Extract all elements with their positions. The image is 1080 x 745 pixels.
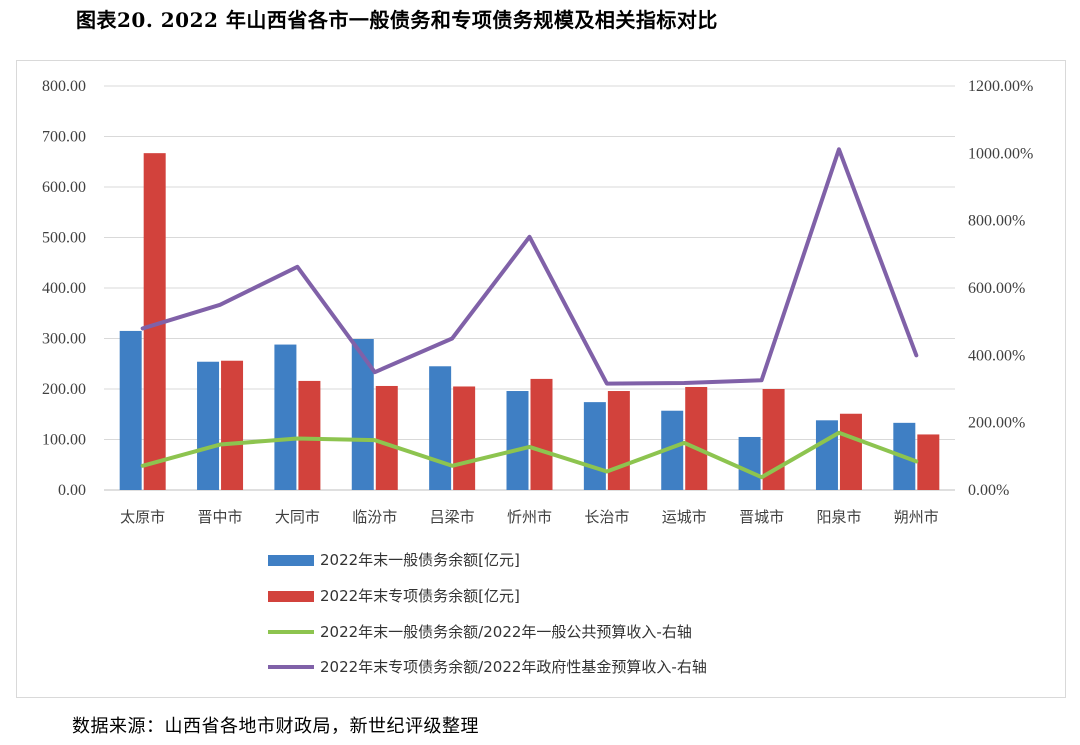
line-series — [140, 147, 919, 480]
bar-general-debt — [661, 410, 684, 490]
bar-series — [119, 153, 940, 491]
source-note: 数据来源：山西省各地市财政局，新世纪评级整理 — [72, 716, 479, 737]
line-special-debt-ratio — [140, 147, 919, 386]
category-label: 太原市 — [120, 508, 165, 526]
legend-swatch — [268, 555, 314, 566]
right-tick-label: 0.00% — [968, 482, 1009, 499]
left-tick-label: 700.00 — [42, 129, 86, 146]
legend-label: 2022年末一般债务余额/2022年一般公共预算收入-右轴 — [320, 623, 692, 641]
bar-general-debt — [351, 339, 374, 490]
chart-frame — [16, 60, 1066, 698]
left-tick-label: 200.00 — [42, 381, 86, 398]
bar-special-debt — [607, 391, 630, 490]
right-tick-label: 800.00% — [968, 213, 1025, 230]
bar-general-debt — [197, 361, 220, 490]
right-tick-label: 600.00% — [968, 280, 1025, 297]
right-axis-ticks: 0.00% 200.00% 400.00% 600.00% 800.00% 1000.00… — [968, 78, 1033, 499]
category-label: 长治市 — [584, 508, 629, 526]
category-label: 晋城市 — [739, 508, 784, 526]
bar-special-debt — [839, 413, 862, 490]
right-tick-label: 400.00% — [968, 347, 1025, 364]
right-tick-label: 1000.00% — [968, 145, 1033, 162]
left-tick-label: 100.00 — [42, 432, 86, 449]
bar-general-debt — [738, 436, 761, 490]
bar-general-debt — [583, 402, 606, 490]
left-tick-label: 600.00 — [42, 179, 86, 196]
bar-special-debt — [143, 153, 166, 491]
left-tick-label: 500.00 — [42, 230, 86, 247]
left-tick-label: 800.00 — [42, 78, 86, 95]
category-label: 阳泉市 — [816, 508, 861, 526]
bar-general-debt — [119, 330, 142, 490]
bar-special-debt — [375, 385, 398, 490]
bar-general-debt — [506, 391, 529, 490]
bar-special-debt — [762, 389, 785, 490]
category-label: 吕梁市 — [430, 508, 475, 526]
bar-special-debt — [221, 360, 244, 490]
category-label: 朔州市 — [894, 508, 939, 526]
left-tick-label: 0.00 — [58, 482, 86, 499]
legend-swatch — [268, 591, 314, 602]
chart-title: 图表20. 2022 年山西省各市一般债务和专项债务规模及相关指标对比 — [76, 8, 718, 32]
right-tick-label: 1200.00% — [968, 78, 1033, 95]
bar-general-debt — [274, 344, 297, 490]
category-label: 大同市 — [275, 508, 320, 526]
legend: 2022年末一般债务余额[亿元] 2022年末专项债务余额[亿元] 2022年末一般… — [268, 551, 707, 676]
bar-special-debt — [298, 380, 321, 490]
right-tick-label: 200.00% — [968, 415, 1025, 432]
legend-label: 2022年末专项债务余额[亿元] — [320, 587, 520, 605]
left-tick-label: 300.00 — [42, 331, 86, 348]
bar-special-debt — [530, 378, 553, 490]
bar-special-debt — [917, 434, 940, 490]
line-general-debt-ratio — [140, 430, 919, 480]
left-tick-label: 400.00 — [42, 280, 86, 297]
category-label: 忻州市 — [507, 508, 552, 526]
category-labels: 太原市 晋中市 大同市 临汾市 吕梁市 忻州市 长治市 运城市 晋城市 阳泉市 朔州市 — [120, 508, 939, 526]
legend-label: 2022年末一般债务余额[亿元] — [320, 551, 520, 569]
category-label: 临汾市 — [352, 508, 397, 526]
left-axis-ticks: 0.00 100.00 200.00 300.00 400.00 500.00 600.00… — [42, 78, 86, 499]
category-label: 运城市 — [662, 508, 707, 526]
bar-special-debt — [685, 386, 708, 490]
bar-general-debt — [815, 420, 838, 490]
legend-label: 2022年末专项债务余额/2022年政府性基金预算收入-右轴 — [320, 658, 707, 676]
bar-special-debt — [453, 386, 476, 490]
category-label: 晋中市 — [198, 508, 243, 526]
bar-general-debt — [429, 366, 452, 490]
